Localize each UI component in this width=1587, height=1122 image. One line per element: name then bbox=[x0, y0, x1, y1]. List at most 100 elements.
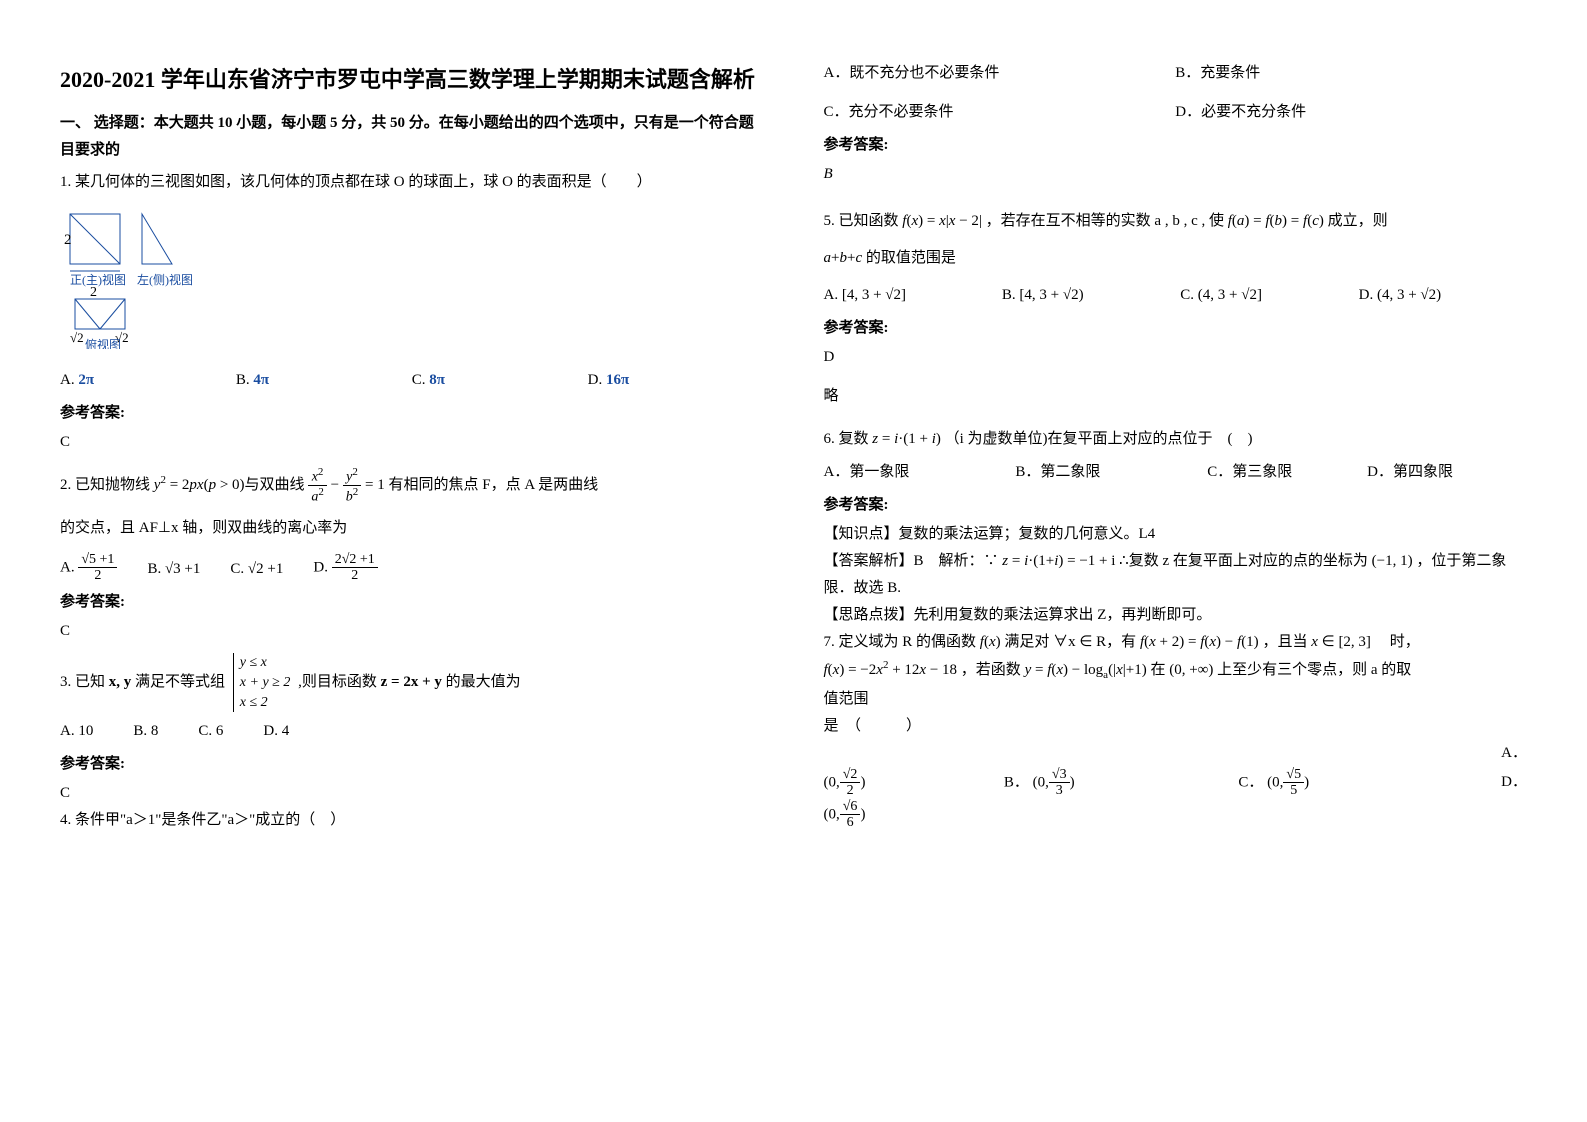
q3-constraints: y ≤ x x + y ≥ 2 x ≤ 2 bbox=[233, 653, 291, 712]
q7-C-a: (0, bbox=[1267, 774, 1283, 790]
q5-optB: B. [4, 3 + √2) bbox=[1002, 282, 1170, 309]
q7-B-d: 3 bbox=[1049, 783, 1070, 798]
q5-answer: D bbox=[824, 344, 1528, 371]
q7-D-n: √6 bbox=[840, 799, 861, 815]
q7-A-d: 2 bbox=[840, 783, 861, 798]
q6-tip: 【思路点拨】先利用复数的乘法运算求出 Z，再判断即可。 bbox=[824, 602, 1528, 629]
q5-stem-b: ，若存在互不相等的实数 a , b , c , 使 bbox=[986, 213, 1224, 229]
q7-B-a: (0, bbox=[1033, 774, 1049, 790]
q1-optC: C. 8π bbox=[412, 367, 588, 394]
q2-optA: A. √5 +12 bbox=[60, 552, 117, 584]
q1-figure: 2 正(主)视图 左(侧)视图 2 √2 √2 俯视图 bbox=[60, 204, 764, 359]
q3-options: A. 10 B. 8 C. 6 D. 4 bbox=[60, 718, 764, 745]
q5-extra: 略 bbox=[824, 383, 1528, 410]
q7-C-b: ) bbox=[1304, 774, 1309, 790]
q5-optD: D. (4, 3 + √2) bbox=[1359, 282, 1527, 309]
q5-C-val: (4, 3 + √2] bbox=[1198, 287, 1262, 303]
q4-stem: 4. 条件甲"a＞1"是条件乙"a＞"成立的（ ） bbox=[60, 807, 764, 834]
q7-stem-f: 在 bbox=[1150, 662, 1169, 678]
q3-vars: x, y bbox=[109, 674, 132, 690]
q1-A-val: 2π bbox=[78, 372, 94, 388]
q7-stem-d: 时， bbox=[1375, 634, 1420, 650]
q1-answer: C bbox=[60, 429, 764, 456]
q6-sol-b: ∴复数 z 在复平面上对应的点的坐标为 bbox=[1119, 553, 1368, 569]
q7-D-d: 6 bbox=[840, 815, 861, 830]
q2-stem-b: 与双曲线 bbox=[245, 477, 305, 493]
q4-optB: B．充要条件 bbox=[1175, 60, 1527, 87]
q3-stem: 3. 已知 x, y 满足不等式组 y ≤ x x + y ≥ 2 x ≤ 2 … bbox=[60, 653, 764, 712]
q4-options: A．既不充分也不必要条件B．充要条件 C．充分不必要条件D．必要不充分条件 bbox=[824, 60, 1528, 126]
q7-B-b: ) bbox=[1070, 774, 1075, 790]
q4-optA: A．既不充分也不必要条件 bbox=[824, 60, 1176, 87]
q7-stem-i: 是 （ ） bbox=[824, 713, 1528, 740]
q6-kp: 【知识点】复数的乘法运算；复数的几何意义。L4 bbox=[824, 521, 1528, 548]
q7-stem-a: 7. 定义域为 R 的偶函数 bbox=[824, 634, 977, 650]
q2-line2: 的交点，且 AF⊥x 轴，则双曲线的离心率为 bbox=[60, 515, 764, 542]
q2-line1: 2. 已知抛物线 y2 = 2px(p > 0)与双曲线 x2a2 − y2b2… bbox=[60, 466, 764, 505]
q3-answer-h: 参考答案: bbox=[60, 751, 764, 778]
q6-sol-a: 【答案解析】B 解析：∵ bbox=[824, 553, 999, 569]
q5-optC: C. (4, 3 + √2] bbox=[1180, 282, 1348, 309]
q7-stem-g: 上至少有三个零点，则 a 的取 bbox=[1217, 662, 1411, 678]
q2-A-n: √5 +1 bbox=[78, 552, 117, 568]
q7-D-a: (0, bbox=[824, 806, 840, 822]
q7-B-n: √3 bbox=[1049, 767, 1070, 783]
right-column: A．既不充分也不必要条件B．充要条件 C．充分不必要条件D．必要不充分条件 参考… bbox=[794, 0, 1587, 1122]
q7-optB: B． (0,√33) bbox=[1004, 767, 1239, 799]
q3-stem-d: 的最大值为 bbox=[446, 674, 521, 690]
svg-text:√2: √2 bbox=[70, 330, 84, 345]
question-7: 7. 定义域为 R 的偶函数 f(x) 满足对 ∀x ∈ R，有 f(x + 2… bbox=[824, 629, 1528, 830]
q3-optB: B. 8 bbox=[133, 718, 158, 745]
q4-optC: C．充分不必要条件 bbox=[824, 99, 1176, 126]
left-column: 2020-2021 学年山东省济宁市罗屯中学高三数学理上学期期末试题含解析 一、… bbox=[0, 0, 794, 1122]
q1-optD: D. 16π bbox=[588, 367, 764, 394]
q7-line1: 7. 定义域为 R 的偶函数 f(x) 满足对 ∀x ∈ R，有 f(x + 2… bbox=[824, 629, 1528, 656]
q5-line2: a+b+c 的取值范围是 bbox=[824, 245, 1528, 272]
q7-B-lbl: B． bbox=[1004, 774, 1029, 790]
q2-stem-a: 2. 已知抛物线 bbox=[60, 477, 150, 493]
q7-A-b: ) bbox=[860, 774, 865, 790]
q2-A-d: 2 bbox=[78, 568, 117, 583]
q3-c3: x ≤ 2 bbox=[240, 693, 291, 713]
q1-D-val: 16π bbox=[606, 372, 629, 388]
q4-answer-val: B bbox=[824, 166, 833, 182]
q2-D-n: 2√2 +1 bbox=[332, 552, 378, 568]
q7-D-label: D． bbox=[1473, 769, 1527, 796]
q6-coord: (−1, 1) bbox=[1372, 553, 1413, 569]
three-views-svg: 2 正(主)视图 左(侧)视图 2 √2 √2 俯视图 bbox=[60, 204, 210, 349]
q7-stem-c: ，且当 bbox=[1262, 634, 1311, 650]
q5-B-val: [4, 3 + √2) bbox=[1019, 287, 1083, 303]
svg-text:2: 2 bbox=[90, 285, 97, 300]
q1-C-val: 8π bbox=[429, 372, 445, 388]
q7-stem-e: ，若函数 bbox=[961, 662, 1021, 678]
q7-C-lbl: C． bbox=[1238, 774, 1263, 790]
q2-B-val: √3 +1 bbox=[165, 561, 200, 577]
q6-optB: B．第二象限 bbox=[1015, 459, 1207, 486]
q3-c1: y ≤ x bbox=[240, 653, 291, 673]
q3-obj: z = 2x + y bbox=[381, 674, 442, 690]
q5-line1: 5. 已知函数 f(x) = x|x − 2| ，若存在互不相等的实数 a , … bbox=[824, 208, 1528, 235]
q7-A-label: A． bbox=[824, 740, 1528, 767]
q7-optD: (0,√66) bbox=[824, 799, 1528, 831]
q3-stem-b: 满足不等式组 bbox=[135, 674, 225, 690]
q5-A-val: [4, 3 + √2] bbox=[842, 287, 906, 303]
q1-stem: 1. 某几何体的三视图如图，该几何体的顶点都在球 O 的球面上，球 O 的表面积… bbox=[60, 169, 764, 196]
q7-options-row1: (0,√22) B． (0,√33) C． (0,√55) D． bbox=[824, 767, 1528, 799]
question-6: 6. 复数 z = i·(1 + i) （i 为虚数单位)在复平面上对应的点位于… bbox=[824, 426, 1528, 629]
q2-options: A. √5 +12 B. √3 +1 C. √2 +1 D. 2√2 +12 bbox=[60, 552, 764, 584]
q7-stem-h: 值范围 bbox=[824, 686, 1528, 713]
q5-answer-h: 参考答案: bbox=[824, 315, 1528, 342]
q7-D-b: ) bbox=[860, 806, 865, 822]
q6-stem-b: （i 为虚数单位)在复平面上对应的点位于 ( ) bbox=[945, 431, 1253, 447]
q3-stem-a: 3. 已知 bbox=[60, 674, 105, 690]
q4-optD: D．必要不充分条件 bbox=[1175, 99, 1527, 126]
q7-C-d: 5 bbox=[1283, 783, 1304, 798]
q6-stem: 6. 复数 z = i·(1 + i) （i 为虚数单位)在复平面上对应的点位于… bbox=[824, 426, 1528, 453]
q3-optD: D. 4 bbox=[263, 718, 289, 745]
q7-C-n: √5 bbox=[1283, 767, 1304, 783]
section-heading: 一、 选择题：本大题共 10 小题，每小题 5 分，共 50 分。在每小题给出的… bbox=[60, 110, 764, 164]
q5-stem-a: 5. 已知函数 bbox=[824, 213, 899, 229]
q2-answer: C bbox=[60, 618, 764, 645]
svg-text:俯视图: 俯视图 bbox=[85, 337, 121, 349]
q1-options: A. 2π B. 4π C. 8π D. 16π bbox=[60, 367, 764, 394]
